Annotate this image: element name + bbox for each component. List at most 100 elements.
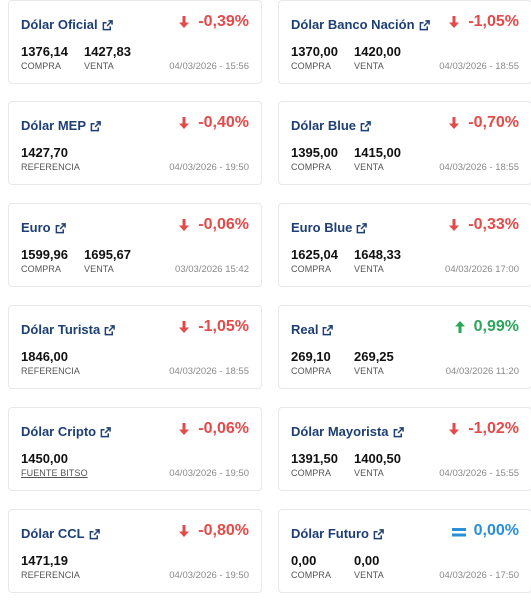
rate-change: -0,33% (448, 216, 519, 234)
arrow-down-icon (178, 218, 190, 232)
rate-title: Dólar Turista (21, 322, 101, 337)
rate-card-dolar-banco-nacion: Dólar Banco Nación -1,05% 1370,00 COMPRA 142… (278, 0, 531, 84)
rate-value: 1695,67 (84, 247, 131, 262)
rate-change-value: -1,05% (468, 13, 519, 30)
rate-label: COMPRA (21, 264, 62, 274)
rate-value: 1450,00 (21, 451, 68, 466)
rate-value: 0,00 (291, 553, 317, 568)
rate-value: 269,10 (291, 349, 331, 364)
arrow-down-icon (178, 422, 190, 436)
rate-card-dolar-mep: Dólar MEP -0,40% 1427,70 REFERENCIA 04/03/20… (8, 101, 262, 185)
rate-label: VENTA (354, 264, 384, 274)
rate-label: REFERENCIA (21, 570, 81, 580)
source-link[interactable]: FUENTE BITSO (21, 468, 88, 478)
external-link-icon[interactable] (393, 426, 404, 438)
rate-change: -1,05% (448, 13, 519, 31)
rate-change: -1,05% (178, 318, 249, 336)
rate-change: -0,80% (178, 522, 249, 540)
rate-timestamp: 04/03/2026 - 18:55 (439, 162, 519, 173)
arrow-down-icon (178, 116, 190, 130)
external-link-icon[interactable] (100, 426, 111, 438)
rate-value: 1846,00 (21, 349, 68, 364)
rate-value: 1420,00 (354, 44, 401, 59)
rate-change: -0,39% (178, 13, 249, 31)
equals-icon (451, 525, 466, 537)
rate-change: -1,02% (448, 420, 519, 438)
rate-title: Dólar Banco Nación (291, 17, 415, 32)
rate-card-dolar-blue: Dólar Blue -0,70% 1395,00 COMPRA 1415,00 VENT… (278, 101, 531, 185)
rate-change-value: -0,40% (198, 114, 249, 131)
external-link-icon[interactable] (90, 120, 101, 132)
rate-label: VENTA (354, 468, 384, 478)
rate-title-link[interactable]: Dólar Turista (21, 322, 116, 337)
rate-title: Dólar Blue (291, 118, 357, 133)
rate-change-value: -0,39% (198, 13, 249, 30)
external-link-icon[interactable] (360, 120, 371, 132)
rate-timestamp: 04/03/2026 - 19:50 (169, 468, 249, 479)
rate-label: VENTA (84, 264, 114, 274)
rate-title-link[interactable]: Dólar Futuro (291, 526, 384, 541)
rate-card-dolar-cripto: Dólar Cripto -0,06% 1450,00 FUENTE BITSO 04/… (8, 407, 262, 491)
rate-change-value: -0,33% (468, 216, 519, 233)
rate-label: COMPRA (291, 162, 332, 172)
external-link-icon[interactable] (102, 19, 113, 31)
rate-change-value: -1,05% (198, 318, 249, 335)
rate-change: -0,06% (178, 216, 249, 234)
rate-label: COMPRA (291, 570, 332, 580)
rate-title-link[interactable]: Dólar Cripto (21, 424, 111, 439)
rate-value: 1625,04 (291, 247, 338, 262)
rate-value: 1370,00 (291, 44, 338, 59)
rate-card-euro: Euro -0,06% 1599,96 COMPRA 1695,67 VENTA 03/03… (8, 203, 262, 287)
arrow-down-icon (448, 218, 460, 232)
rate-value: 1427,70 (21, 145, 68, 160)
rate-title-link[interactable]: Real (291, 322, 334, 337)
rate-title-link[interactable]: Dólar Oficial (21, 17, 113, 32)
rate-value: 1391,50 (291, 451, 338, 466)
rate-card-dolar-futuro: Dólar Futuro 0,00% 0,00 COMPRA 0,00 VENTA 04/0… (278, 509, 531, 593)
rate-title-link[interactable]: Dólar Mayorista (291, 424, 404, 439)
rate-change-value: 0,99% (473, 318, 519, 335)
rate-title: Dólar Cripto (21, 424, 97, 439)
rate-label: COMPRA (291, 366, 332, 376)
rate-title: Euro Blue (291, 220, 353, 235)
rate-title-link[interactable]: Dólar MEP (21, 118, 101, 133)
rate-label: VENTA (354, 366, 384, 376)
arrow-down-icon (448, 15, 460, 29)
rate-title-link[interactable]: Dólar Banco Nación (291, 17, 430, 32)
rate-title: Dólar CCL (21, 526, 85, 541)
external-link-icon[interactable] (373, 528, 384, 540)
rate-label: COMPRA (291, 264, 332, 274)
rate-timestamp: 04/03/2026 - 15:56 (169, 61, 249, 72)
rate-card-dolar-oficial: Dólar Oficial -0,39% 1376,14 COMPRA 1427,83 V… (8, 0, 262, 84)
rate-title-link[interactable]: Dólar CCL (21, 526, 100, 541)
rate-change-value: -0,06% (198, 216, 249, 233)
rate-title-link[interactable]: Dólar Blue (291, 118, 371, 133)
rate-change-value: 0,00% (473, 522, 519, 539)
rate-title-link[interactable]: Euro (21, 220, 66, 235)
rate-title: Dólar Mayorista (291, 424, 389, 439)
rate-timestamp: 03/03/2026 15:42 (175, 264, 249, 275)
rate-timestamp: 04/03/2026 17:00 (445, 264, 519, 275)
rate-label: REFERENCIA (21, 162, 81, 172)
rate-value: 1471,19 (21, 553, 68, 568)
rate-title: Real (291, 322, 319, 337)
external-link-icon[interactable] (419, 19, 430, 31)
rate-title: Dólar Oficial (21, 17, 98, 32)
rate-timestamp: 04/03/2026 - 19:50 (169, 162, 249, 173)
external-link-icon[interactable] (89, 528, 100, 540)
rate-label: COMPRA (291, 468, 332, 478)
rate-card-dolar-mayorista: Dólar Mayorista -1,02% 1391,50 COMPRA 1400,5… (278, 407, 531, 491)
external-link-icon[interactable] (104, 324, 116, 336)
rate-title-link[interactable]: Euro Blue (291, 220, 368, 235)
external-link-icon[interactable] (322, 324, 334, 336)
rate-label: COMPRA (291, 61, 332, 71)
rate-value: 1400,50 (354, 451, 401, 466)
external-link-icon[interactable] (55, 222, 66, 234)
rate-label: REFERENCIA (21, 366, 81, 376)
rate-card-dolar-ccl: Dólar CCL -0,80% 1471,19 REFERENCIA 04/03/20… (8, 509, 262, 593)
rate-timestamp: 04/03/2026 - 19:50 (169, 570, 249, 581)
rate-label: VENTA (354, 162, 384, 172)
external-link-icon[interactable] (356, 222, 368, 234)
rate-title: Dólar MEP (21, 118, 87, 133)
